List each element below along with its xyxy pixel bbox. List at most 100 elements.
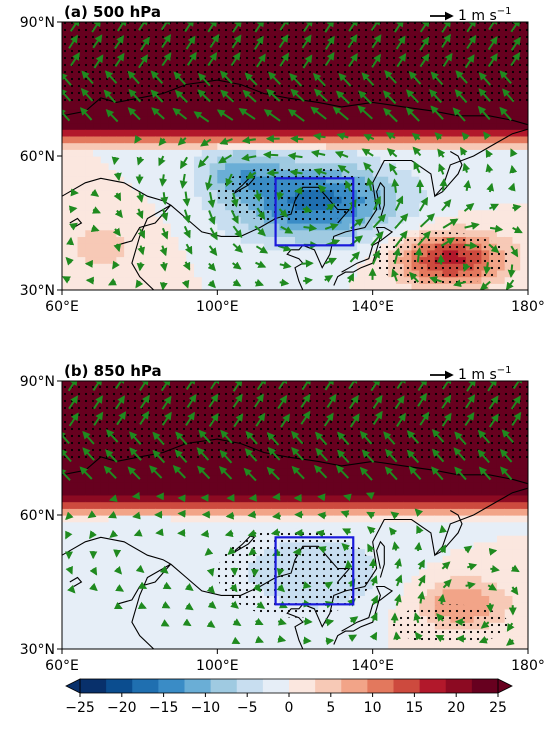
field-cell-b xyxy=(93,561,102,570)
wind-vector-a xyxy=(267,71,282,85)
wind-vector-a xyxy=(334,150,349,159)
field-cell-a xyxy=(100,263,110,271)
field-cell-a xyxy=(287,142,296,150)
field-cell-b xyxy=(186,508,195,516)
field-cell-a xyxy=(178,176,187,184)
field-cell-b xyxy=(62,461,71,469)
field-cell-b xyxy=(372,602,382,610)
field-cell-b xyxy=(357,474,366,483)
field-cell-a xyxy=(69,122,79,130)
field-cell-b xyxy=(489,494,498,503)
field-cell-b xyxy=(209,595,218,603)
field-cell-a xyxy=(209,176,218,184)
field-cell-b xyxy=(93,615,102,623)
field-cell-a xyxy=(108,269,117,278)
field-cell-a xyxy=(434,209,444,217)
field-cell-a xyxy=(69,243,79,251)
field-cell-b xyxy=(194,474,203,483)
field-cell-b xyxy=(326,501,335,509)
field-cell-a xyxy=(403,176,413,184)
field-cell-a xyxy=(256,162,265,170)
field-cell-b xyxy=(310,488,319,496)
field-cell-b xyxy=(434,588,444,596)
field-cell-b xyxy=(295,481,304,489)
field-cell-a xyxy=(388,156,397,164)
field-cell-b xyxy=(496,582,506,590)
field-cell-a xyxy=(450,202,459,211)
field-cell-a xyxy=(217,263,226,271)
field-cell-b xyxy=(364,481,374,489)
field-cell-a xyxy=(131,202,141,211)
wind-vector-a xyxy=(370,230,384,247)
field-cell-a xyxy=(512,102,521,110)
field-cell-a xyxy=(349,102,358,110)
field-cell-b xyxy=(481,494,490,503)
wind-vector-a xyxy=(159,245,168,257)
field-cell-a xyxy=(186,189,195,197)
field-cell-a xyxy=(504,149,514,157)
field-cell-b xyxy=(256,501,265,509)
field-cell-a xyxy=(349,129,358,137)
field-cell-a xyxy=(357,135,366,144)
field-cell-a xyxy=(248,142,257,150)
field-cell-a xyxy=(108,189,117,197)
field-cell-b xyxy=(419,481,428,489)
field-cell-a xyxy=(302,129,312,137)
field-cell-a xyxy=(295,283,304,290)
field-cell-a xyxy=(77,156,86,164)
field-cell-a xyxy=(139,256,149,264)
field-cell-a xyxy=(194,229,203,237)
field-cell-a xyxy=(62,263,71,271)
field-cell-b xyxy=(341,521,350,529)
field-cell-b xyxy=(108,508,117,516)
wind-vector-a xyxy=(336,132,349,141)
field-cell-a xyxy=(496,283,506,290)
field-cell-b xyxy=(403,548,413,556)
field-cell-a xyxy=(481,182,490,191)
field-cell-a xyxy=(403,129,413,137)
wind-vector-a xyxy=(302,54,313,69)
wind-vector-a xyxy=(62,107,71,122)
field-cell-b xyxy=(170,588,180,596)
field-cell-a xyxy=(380,202,389,211)
field-cell-a xyxy=(225,276,234,284)
x-tick-label-a: 180° xyxy=(511,299,545,315)
field-cell-b xyxy=(450,555,459,563)
field-cell-b xyxy=(170,575,180,583)
field-cell-b xyxy=(256,468,265,476)
field-cell-b xyxy=(310,635,319,643)
field-cell-a xyxy=(380,176,389,184)
field-cell-b xyxy=(326,528,335,536)
field-cell-b xyxy=(62,561,71,570)
field-cell-b xyxy=(403,602,413,610)
field-cell-a xyxy=(240,216,249,224)
field-cell-b xyxy=(147,541,156,550)
field-cell-a xyxy=(194,135,203,144)
wind-vector-a xyxy=(310,106,327,120)
field-cell-a xyxy=(388,283,397,290)
field-cell-a xyxy=(217,149,226,157)
field-cell-a xyxy=(372,162,382,170)
field-cell-a xyxy=(357,115,366,124)
field-cell-a xyxy=(178,269,187,278)
field-cell-b xyxy=(434,501,444,509)
field-cell-a xyxy=(512,142,521,150)
field-cell-a xyxy=(147,263,156,271)
field-cell-b xyxy=(100,635,110,643)
field-cell-a xyxy=(77,276,86,284)
field-cell-b xyxy=(473,488,482,496)
field-cell-a xyxy=(240,102,249,110)
field-cell-a xyxy=(349,169,358,177)
field-cell-b xyxy=(186,494,195,503)
wind-vector-a xyxy=(184,243,193,255)
field-cell-b xyxy=(155,602,164,610)
field-cell-b xyxy=(364,595,374,603)
wind-vector-a xyxy=(127,70,140,85)
field-cell-a xyxy=(201,149,211,157)
field-cell-a xyxy=(411,189,420,197)
field-cell-a xyxy=(489,102,498,110)
field-cell-a xyxy=(77,202,86,211)
field-cell-a xyxy=(100,276,110,284)
field-cell-a xyxy=(139,135,149,144)
field-cell-b xyxy=(85,541,94,550)
